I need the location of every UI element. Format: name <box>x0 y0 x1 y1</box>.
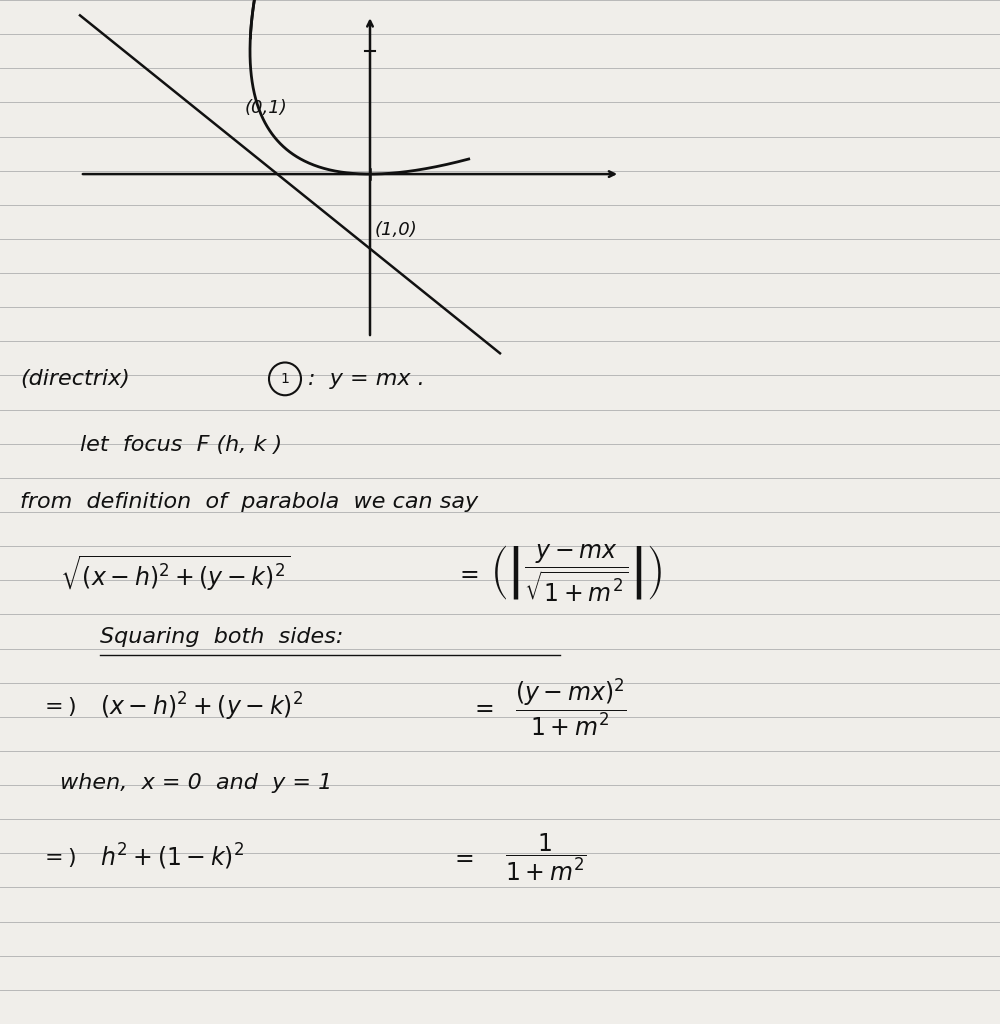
Text: :  y = mx .: : y = mx . <box>308 369 425 389</box>
Text: $\left(\left|\dfrac{y - mx}{\sqrt{1+m^2}}\right|\right)$: $\left(\left|\dfrac{y - mx}{\sqrt{1+m^2}… <box>490 543 662 604</box>
Text: (directrix): (directrix) <box>20 369 130 389</box>
Text: Squaring  both  sides:: Squaring both sides: <box>100 627 343 647</box>
Text: (1,0): (1,0) <box>375 221 418 240</box>
Text: $\dfrac{1}{1+m^2}$: $\dfrac{1}{1+m^2}$ <box>505 831 586 883</box>
Text: $h^2 + (1-k)^2$: $h^2 + (1-k)^2$ <box>100 842 244 872</box>
Text: when,  x = 0  and  y = 1: when, x = 0 and y = 1 <box>60 773 332 794</box>
Text: from  definition  of  parabola  we can say: from definition of parabola we can say <box>20 492 478 512</box>
Text: $=$): $=$) <box>40 695 76 718</box>
Text: $=$: $=$ <box>455 561 479 586</box>
Text: $\sqrt{(x-h)^2+(y-k)^2}$: $\sqrt{(x-h)^2+(y-k)^2}$ <box>60 553 290 594</box>
Text: $=$): $=$) <box>40 846 76 868</box>
Text: (0,1): (0,1) <box>245 98 288 117</box>
Text: $=$: $=$ <box>470 694 494 719</box>
Text: $(x-h)^2+(y-k)^2$: $(x-h)^2+(y-k)^2$ <box>100 690 303 723</box>
Text: $=$: $=$ <box>450 845 474 869</box>
Text: $\dfrac{(y-mx)^2}{1+m^2}$: $\dfrac{(y-mx)^2}{1+m^2}$ <box>515 676 627 737</box>
Text: let  focus  F (h, k ): let focus F (h, k ) <box>80 435 282 456</box>
Text: 1: 1 <box>281 372 289 386</box>
